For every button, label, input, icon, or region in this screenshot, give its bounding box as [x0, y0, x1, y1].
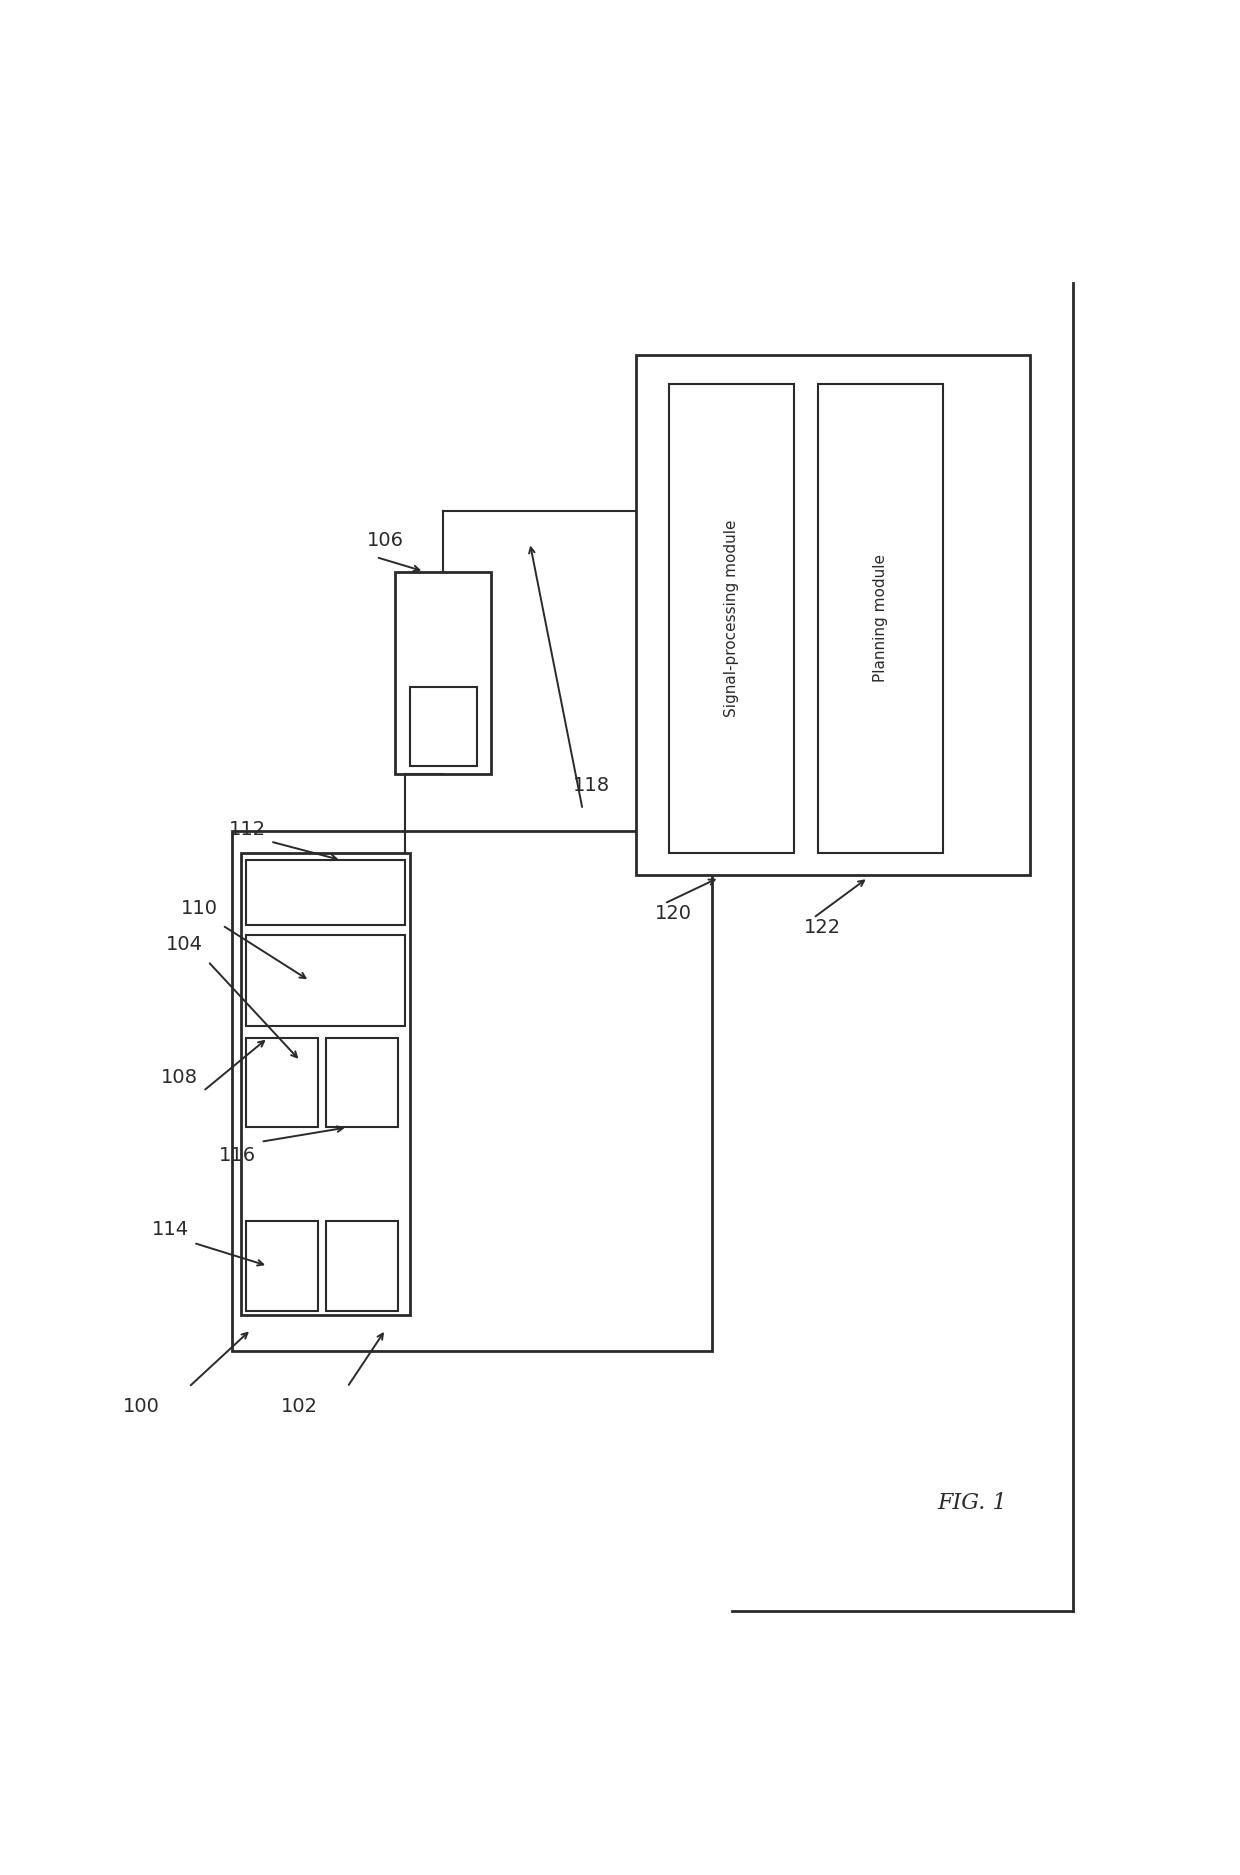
- Text: 104: 104: [166, 936, 203, 954]
- Text: 122: 122: [804, 919, 841, 938]
- Text: Planning module: Planning module: [873, 555, 888, 682]
- Text: Signal-processing module: Signal-processing module: [724, 519, 739, 716]
- Text: 110: 110: [181, 898, 217, 919]
- Bar: [247, 1039, 319, 1127]
- Text: 100: 100: [123, 1397, 160, 1416]
- Text: 120: 120: [655, 904, 692, 922]
- Bar: [247, 1221, 319, 1311]
- Bar: [635, 354, 1029, 874]
- Bar: [247, 861, 404, 924]
- Text: 116: 116: [218, 1146, 255, 1164]
- Text: 114: 114: [151, 1219, 188, 1239]
- Text: 112: 112: [228, 819, 265, 838]
- Text: 106: 106: [367, 531, 403, 549]
- Bar: [818, 384, 942, 853]
- Text: FIG. 1: FIG. 1: [937, 1492, 1007, 1513]
- Bar: [242, 853, 409, 1314]
- Bar: [326, 1039, 398, 1127]
- Bar: [247, 936, 404, 1026]
- Text: 108: 108: [161, 1069, 198, 1088]
- Text: 118: 118: [573, 776, 610, 795]
- Text: 102: 102: [281, 1397, 319, 1416]
- Bar: [396, 572, 491, 774]
- Bar: [670, 384, 794, 853]
- Bar: [232, 831, 712, 1352]
- Bar: [326, 1221, 398, 1311]
- Bar: [409, 686, 477, 767]
